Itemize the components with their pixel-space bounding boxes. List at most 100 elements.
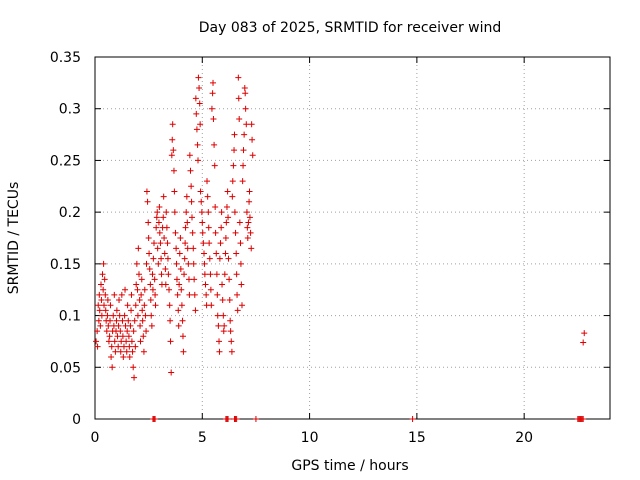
- data-point: [161, 250, 168, 257]
- data-point: [217, 240, 224, 247]
- data-point: [193, 110, 200, 117]
- data-point: [154, 209, 161, 216]
- data-point: [188, 198, 195, 205]
- data-point: [235, 74, 242, 81]
- data-point: [98, 281, 105, 288]
- data-point: [138, 291, 145, 298]
- data-point: [107, 317, 114, 324]
- data-point: [202, 281, 209, 288]
- data-point: [151, 240, 158, 247]
- data-point-zero: [225, 416, 232, 422]
- data-point: [244, 235, 251, 241]
- data-point: [195, 157, 201, 164]
- data-point: [228, 338, 235, 345]
- y-axis-label: SRMTID / TECUs: [6, 182, 22, 295]
- data-point: [249, 136, 256, 143]
- data-point: [104, 297, 111, 304]
- data-point: [119, 317, 126, 324]
- data-point: [237, 260, 244, 267]
- data-point: [175, 322, 182, 329]
- grid: [95, 57, 610, 419]
- data-point-zero: [233, 416, 240, 422]
- data-point: [169, 136, 176, 143]
- data-point: [171, 209, 178, 216]
- data-point: [170, 167, 177, 174]
- data-point: [213, 250, 220, 257]
- data-point: [246, 214, 253, 221]
- data-point: [178, 302, 185, 309]
- data-point: [143, 188, 150, 195]
- data-point: [127, 322, 134, 329]
- data-point: [182, 224, 189, 231]
- data-point: [131, 317, 138, 324]
- data-point: [158, 271, 165, 278]
- data-point: [581, 330, 588, 337]
- data-point: [98, 297, 105, 304]
- data-point: [138, 276, 145, 283]
- data-point: [116, 297, 123, 304]
- data-point: [121, 312, 128, 319]
- data-point: [145, 219, 152, 226]
- data-point: [196, 85, 203, 92]
- data-point: [150, 255, 157, 262]
- x-tick-label: 15: [408, 430, 426, 446]
- y-tick-label: 0.15: [50, 257, 81, 273]
- data-point: [98, 312, 105, 319]
- data-point: [142, 312, 149, 319]
- data-point: [245, 219, 252, 226]
- data-point: [236, 116, 243, 123]
- data-point: [156, 229, 163, 236]
- data-point: [190, 260, 197, 267]
- data-point: [152, 302, 159, 309]
- data-point: [225, 214, 232, 221]
- data-point: [94, 328, 101, 335]
- data-point: [173, 260, 180, 267]
- data-point: [95, 302, 102, 309]
- data-point: [120, 343, 127, 350]
- data-point: [151, 276, 158, 283]
- data-point: [147, 281, 154, 288]
- data-point: [208, 302, 215, 309]
- x-tick-label: 5: [198, 430, 207, 446]
- data-point: [171, 188, 178, 195]
- data-point: [221, 322, 228, 329]
- data-point: [231, 209, 238, 216]
- x-axis-label: GPS time / hours: [291, 458, 408, 474]
- data-point: [192, 95, 199, 102]
- data-point: [169, 121, 176, 128]
- plot-frame: [94, 56, 611, 420]
- data-point: [219, 297, 226, 304]
- data-point: [240, 147, 247, 154]
- x-tick-label: 0: [91, 430, 100, 446]
- data-point: [215, 322, 222, 329]
- data-point: [146, 250, 153, 257]
- data-point: [205, 209, 212, 216]
- data-point: [211, 162, 218, 169]
- data-point: [94, 343, 101, 350]
- data-point: [158, 255, 165, 262]
- data-point: [93, 338, 100, 345]
- data-point: [144, 198, 151, 205]
- data-point: [164, 255, 171, 262]
- data-point: [140, 333, 147, 340]
- data-point: [134, 312, 141, 319]
- data-point: [234, 291, 241, 298]
- data-point: [189, 229, 196, 236]
- data-point: [100, 286, 107, 293]
- data-point-zero: [580, 416, 587, 422]
- data-point: [117, 328, 124, 335]
- data-point: [153, 214, 160, 221]
- y-tick-label: 0.1: [59, 309, 81, 325]
- data-point: [223, 219, 230, 226]
- data-point: [211, 141, 218, 148]
- data-point: [132, 343, 139, 350]
- data-point: [165, 271, 172, 278]
- data-point: [234, 307, 241, 314]
- data-point: [168, 369, 175, 376]
- data-point: [152, 291, 159, 298]
- data-point: [194, 141, 201, 148]
- data-point: [174, 291, 181, 298]
- data-point: [113, 317, 120, 324]
- data-point: [218, 209, 225, 216]
- data-point: [128, 338, 135, 345]
